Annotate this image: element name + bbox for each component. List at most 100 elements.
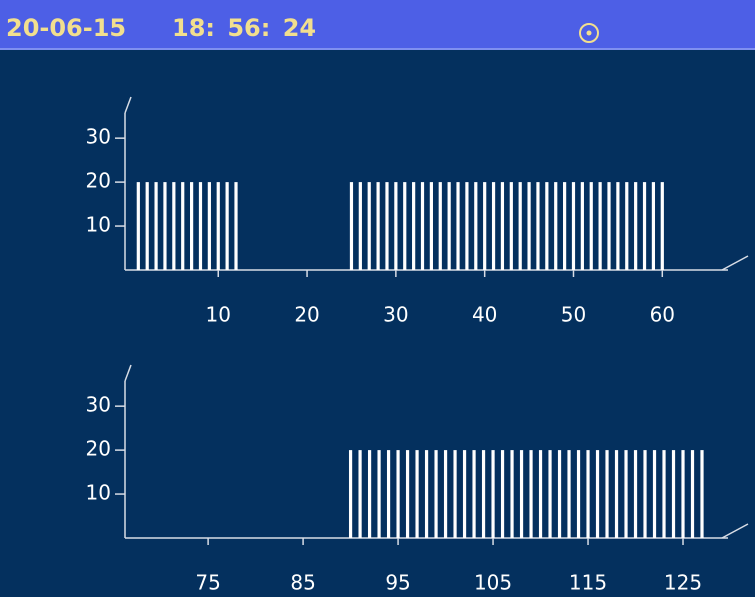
x-tick-label: 10 <box>206 303 231 327</box>
bar <box>367 450 372 538</box>
bar <box>681 450 685 538</box>
bar <box>481 450 486 538</box>
bar <box>367 182 371 270</box>
date: 20-06-15 <box>6 14 127 42</box>
bar <box>465 182 469 270</box>
bar <box>662 450 666 538</box>
x-axis-end <box>721 523 749 539</box>
bar <box>438 182 442 270</box>
bar <box>589 182 593 270</box>
bar <box>651 182 656 270</box>
bar <box>595 450 600 538</box>
bar <box>643 450 647 538</box>
x-axis-end <box>721 255 749 271</box>
bar <box>598 182 602 270</box>
bar <box>394 182 398 270</box>
status-bar: 20-06-15 18: 56: 24 <box>0 0 755 50</box>
bar <box>614 450 619 538</box>
bar <box>453 450 457 538</box>
bar <box>491 182 496 270</box>
x-tick-label: 30 <box>383 303 408 327</box>
bar <box>510 450 514 538</box>
bar <box>403 182 407 270</box>
bar <box>567 450 571 538</box>
bar <box>412 182 416 270</box>
bar <box>190 182 194 270</box>
bar <box>571 182 576 270</box>
bar <box>386 450 391 538</box>
bar <box>198 182 203 270</box>
y-tick-label: 20 <box>86 437 111 461</box>
bar <box>690 450 695 538</box>
bar <box>181 182 185 270</box>
bar <box>518 182 522 270</box>
bar <box>580 182 584 270</box>
bar <box>216 182 220 270</box>
x-tick-label: 125 <box>664 571 702 595</box>
x-tick-label: 60 <box>650 303 675 327</box>
bar <box>548 450 552 538</box>
bar <box>163 182 167 270</box>
bar <box>625 182 629 270</box>
bar <box>415 450 419 538</box>
bar <box>154 182 158 270</box>
bar <box>434 450 438 538</box>
bar <box>700 450 704 538</box>
bar <box>358 182 362 270</box>
bar <box>660 182 664 270</box>
bar <box>605 450 609 538</box>
bar <box>616 182 620 270</box>
bar <box>424 450 429 538</box>
x-tick-label: 75 <box>195 571 220 595</box>
bar <box>607 182 611 270</box>
bar <box>563 182 567 270</box>
y-tick-label: 30 <box>86 393 111 417</box>
x-tick-label: 85 <box>290 571 315 595</box>
bar <box>349 182 354 270</box>
bar <box>634 182 638 270</box>
bar <box>136 182 140 270</box>
y-tick-label: 20 <box>86 169 111 193</box>
bar <box>207 182 211 270</box>
y-axis-end <box>124 96 132 114</box>
bar <box>671 450 676 538</box>
x-tick-label: 20 <box>294 303 319 327</box>
bar <box>500 450 505 538</box>
bar <box>554 182 558 270</box>
bar <box>642 182 647 270</box>
bar <box>462 450 467 538</box>
bar <box>405 450 410 538</box>
bar <box>385 182 389 270</box>
bar <box>420 182 425 270</box>
bar <box>348 450 353 538</box>
bar <box>652 450 657 538</box>
x-tick-label: 50 <box>561 303 586 327</box>
bar <box>483 182 487 270</box>
bar <box>456 182 460 270</box>
y-tick-label: 10 <box>86 213 111 237</box>
bar <box>447 182 451 270</box>
x-tick-label: 115 <box>569 571 607 595</box>
bar <box>474 182 478 270</box>
bar <box>472 450 476 538</box>
bar <box>557 450 562 538</box>
bar <box>509 182 513 270</box>
bar <box>576 450 581 538</box>
bar <box>633 450 638 538</box>
bar <box>538 450 543 538</box>
bar <box>536 182 540 270</box>
bar <box>396 450 400 538</box>
bar <box>376 182 380 270</box>
bar <box>172 182 176 270</box>
bar <box>234 182 238 270</box>
bar <box>491 450 495 538</box>
bar <box>519 450 524 538</box>
bar <box>545 182 549 270</box>
bar <box>624 450 628 538</box>
bar <box>443 450 448 538</box>
y-tick-label: 10 <box>86 481 111 505</box>
x-tick-label: 95 <box>385 571 410 595</box>
x-tick-label: 105 <box>474 571 512 595</box>
